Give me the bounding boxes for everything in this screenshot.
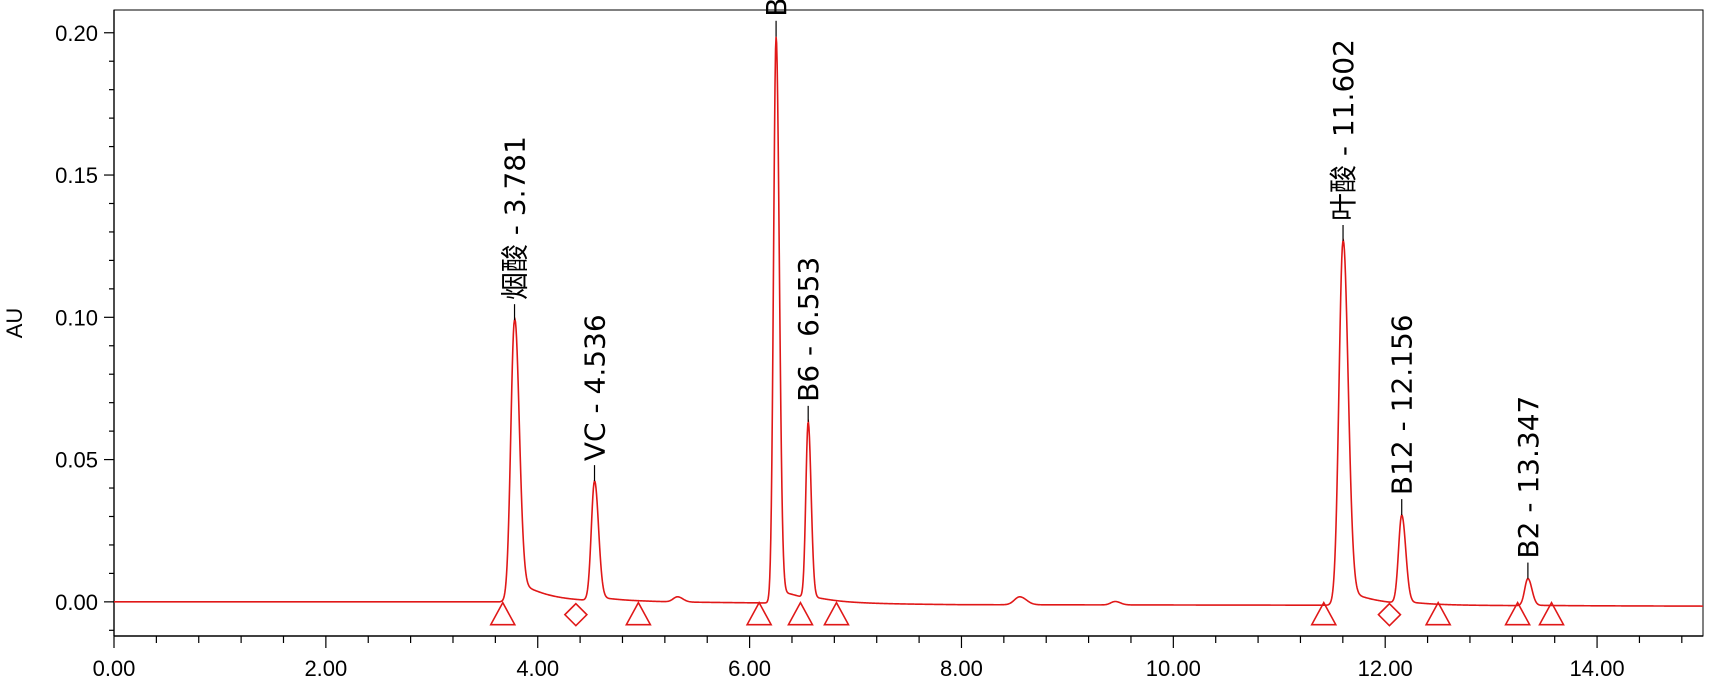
y-tick-label: 0.20: [55, 21, 98, 46]
x-axis: 0.00 2.00 4.00 6.00 8.00 10.00 12.00 14.00: [93, 635, 1703, 681]
integration-triangle-marker: [787, 600, 814, 626]
peak-label: 烟酸 - 3.781: [499, 136, 532, 300]
peak-label: B1 - 6.250: [760, 0, 793, 17]
x-tick-label: 4.00: [516, 656, 559, 681]
integration-triangle-marker: [1504, 600, 1531, 626]
integration-diamond-marker: [563, 602, 589, 627]
x-tick-label: 8.00: [940, 656, 983, 681]
integration-triangle-marker: [745, 600, 773, 626]
peak-label: B2 - 13.347: [1512, 396, 1545, 559]
x-tick-label: 6.00: [728, 656, 771, 681]
y-tick-label: 0.00: [55, 590, 98, 615]
peak-label: VC - 4.536: [579, 314, 612, 461]
y-tick-label: 0.15: [55, 163, 98, 188]
integration-triangle-marker: [489, 600, 517, 626]
chromatogram-trace: [114, 36, 1703, 607]
integration-triangle-marker: [1538, 600, 1565, 626]
peak-label: B12 - 12.156: [1386, 314, 1419, 495]
peak-label: 叶酸 - 11.602: [1327, 39, 1360, 221]
x-tick-label: 14.00: [1570, 656, 1625, 681]
integration-triangle-marker: [1424, 600, 1452, 626]
y-axis: 0.00 0.05 0.10 0.15 0.20: [55, 10, 115, 636]
peak-label: B6 - 6.553: [792, 257, 825, 402]
integration-markers: [489, 600, 1565, 627]
integration-diamond-marker: [1377, 602, 1402, 627]
x-tick-label: 10.00: [1146, 656, 1201, 681]
integration-triangle-marker: [1310, 600, 1338, 626]
x-tick-label: 0.00: [93, 656, 136, 681]
integration-triangle-marker: [625, 600, 652, 626]
integration-triangle-marker: [823, 600, 850, 626]
y-tick-label: 0.05: [55, 448, 98, 473]
plot-frame: [113, 9, 1704, 637]
peak-labels: 烟酸 - 3.781 VC - 4.536 B1 - 6.250 B6 - 6.553…: [499, 0, 1545, 579]
y-tick-label: 0.10: [55, 305, 98, 330]
x-tick-label: 12.00: [1358, 656, 1413, 681]
x-tick-label: 2.00: [304, 656, 347, 681]
y-axis-label: AU: [2, 308, 27, 339]
